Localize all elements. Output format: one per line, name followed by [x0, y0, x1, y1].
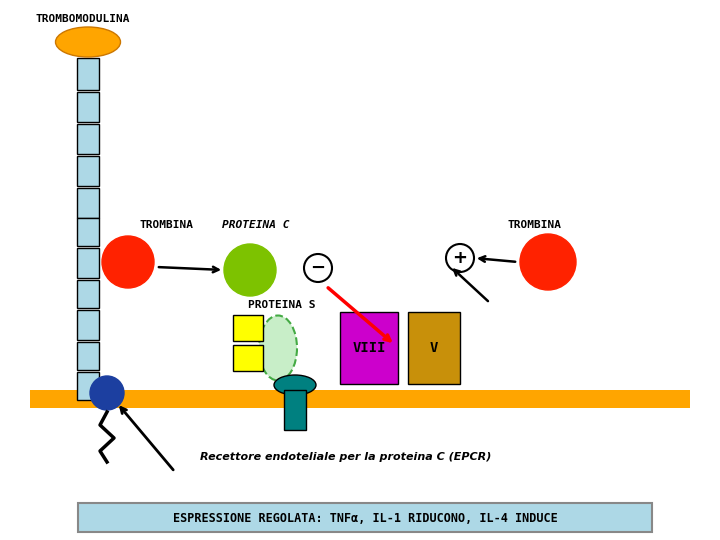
Bar: [408, 312, 460, 384]
Text: TROMBINA: TROMBINA: [140, 220, 194, 230]
Ellipse shape: [274, 375, 316, 395]
Text: V: V: [430, 341, 438, 355]
FancyBboxPatch shape: [78, 503, 652, 532]
Text: TROMBINA: TROMBINA: [508, 220, 562, 230]
Bar: [77, 218, 99, 246]
Circle shape: [446, 244, 474, 272]
Circle shape: [224, 244, 276, 296]
Bar: [77, 124, 99, 154]
Bar: [77, 58, 99, 90]
Bar: [77, 248, 99, 278]
Bar: [77, 92, 99, 122]
Bar: [77, 372, 99, 400]
Text: −: −: [310, 259, 325, 277]
Bar: [77, 156, 99, 186]
Circle shape: [90, 376, 124, 410]
Bar: [233, 315, 263, 341]
Bar: [77, 310, 99, 340]
Text: Recettore endoteliale per la proteina C (EPCR): Recettore endoteliale per la proteina C …: [200, 452, 491, 462]
Bar: [340, 312, 398, 384]
Bar: [233, 345, 263, 371]
Circle shape: [520, 234, 576, 290]
Bar: [77, 280, 99, 308]
Text: TROMBOMODULINA: TROMBOMODULINA: [35, 14, 130, 24]
Bar: [284, 390, 306, 430]
Text: PROTEINA C: PROTEINA C: [222, 220, 289, 230]
Circle shape: [304, 254, 332, 282]
Bar: [30, 390, 690, 408]
Ellipse shape: [55, 27, 120, 57]
Bar: [77, 188, 99, 218]
Circle shape: [102, 236, 154, 288]
Ellipse shape: [259, 315, 297, 381]
Text: VIII: VIII: [352, 341, 386, 355]
Text: PROTEINA S: PROTEINA S: [248, 300, 315, 310]
Bar: [77, 342, 99, 370]
Text: +: +: [452, 249, 467, 267]
Text: ESPRESSIONE REGOLATA: TNFα, IL-1 RIDUCONO, IL-4 INDUCE: ESPRESSIONE REGOLATA: TNFα, IL-1 RIDUCON…: [173, 511, 557, 524]
